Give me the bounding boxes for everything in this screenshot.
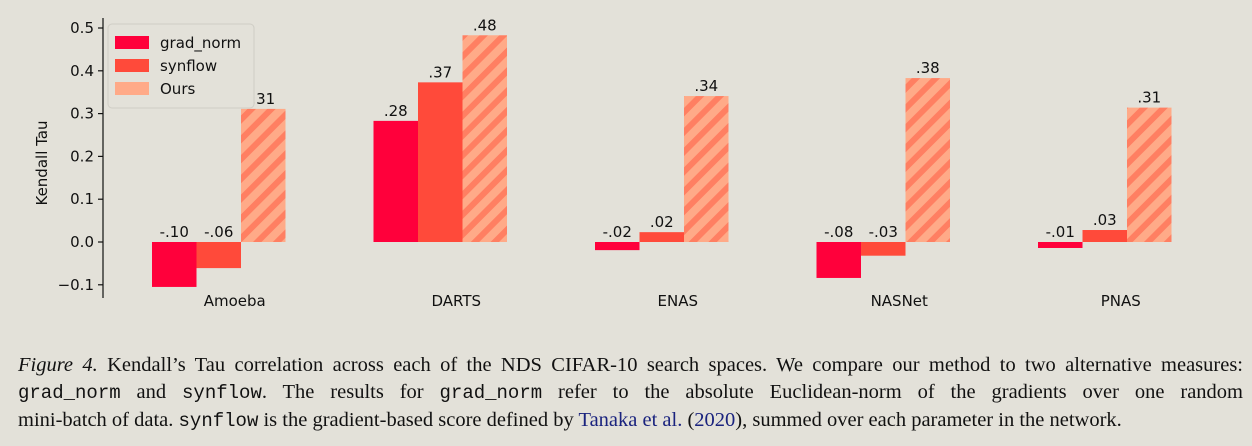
- figure-caption: Figure 4. Kendall’s Tau correlation acro…: [18, 352, 1243, 435]
- legend-label-ours: Ours: [160, 80, 195, 98]
- bar-synflow-enas: [639, 232, 684, 242]
- category-label-amoeba: Amoeba: [204, 292, 266, 310]
- bar-label-grad-norm-enas: -.02: [603, 223, 632, 241]
- code-grad-norm-2: grad_norm: [439, 382, 543, 404]
- y-tick-label: 0.4: [70, 62, 94, 80]
- bar-grad-norm-amoeba: [152, 242, 197, 287]
- bar-label-ours-nasnet: .38: [916, 59, 940, 77]
- legend-label-grad-norm: grad_norm: [160, 34, 241, 53]
- bar-label-grad-norm-nasnet: -.08: [824, 223, 853, 241]
- caption-text-2b: refer to the absolute Euclidean-norm of …: [542, 381, 1243, 403]
- bar-label-synflow-amoeba: -.06: [204, 223, 233, 241]
- y-tick-label: 0.3: [70, 105, 94, 123]
- bar-label-ours-enas: .34: [694, 77, 718, 95]
- bar-ours-enas: [684, 96, 729, 242]
- bar-grad-norm-pnas: [1038, 242, 1083, 248]
- bar-label-grad-norm-darts: .28: [384, 102, 408, 120]
- legend-swatch-grad-norm: [115, 36, 149, 49]
- bar-grad-norm-darts: [373, 120, 418, 242]
- legend-label-synflow: synflow: [160, 57, 217, 75]
- bar-label-synflow-darts: .37: [428, 63, 452, 81]
- code-synflow: synflow: [182, 382, 262, 404]
- legend-swatch-ours: [115, 82, 149, 95]
- category-label-pnas: PNAS: [1101, 292, 1141, 310]
- caption-line-3: mini-batch of data. synflow is the gradi…: [18, 407, 1243, 435]
- bar-label-ours-pnas: .31: [1137, 89, 1161, 107]
- caption-text-3c: ), summed over each parameter in the net…: [735, 409, 1122, 431]
- bar-synflow-darts: [418, 82, 463, 242]
- figure-label: Figure 4.: [18, 354, 98, 376]
- caption-line-1: Figure 4. Kendall’s Tau correlation acro…: [18, 352, 1243, 379]
- y-tick-label: 0.1: [70, 190, 94, 208]
- bar-label-synflow-pnas: .03: [1093, 211, 1117, 229]
- bar-label-grad-norm-pnas: -.01: [1046, 223, 1075, 241]
- bar-grad-norm-enas: [595, 242, 640, 251]
- y-tick-label: 0.0: [70, 233, 94, 251]
- bar-synflow-amoeba: [196, 242, 241, 269]
- code-grad-norm: grad_norm: [18, 382, 121, 404]
- bar-ours-darts: [462, 35, 507, 242]
- code-synflow-2: synflow: [178, 410, 259, 432]
- bar-label-ours-darts: .48: [473, 16, 497, 34]
- caption-cite-open: (: [682, 409, 695, 431]
- bar-grad-norm-nasnet: [816, 242, 861, 278]
- axes: −0.1 0.0 0.1 0.2 0.3 0.4 0.5 Kendall Tau: [33, 18, 104, 298]
- caption-text-3b: is the gradient-based score defined by: [258, 409, 579, 431]
- category-labels: Amoeba DARTS ENAS NASNet PNAS: [204, 292, 1141, 310]
- caption-line-2: grad_norm and synflow. The results for g…: [18, 379, 1243, 407]
- bar-synflow-nasnet: [861, 242, 906, 256]
- bar-ours-amoeba: [241, 108, 286, 242]
- bar-labels: -.10 -.06 .31 .28 .37 .48 -.02 .02 .34 -.08 -.03 .3…: [160, 16, 1162, 241]
- caption-text-1: Kendall’s Tau correlation across each of…: [97, 354, 1243, 376]
- bar-ours-nasnet: [905, 78, 950, 243]
- citation-author-link[interactable]: Tanaka et al.: [578, 409, 683, 431]
- bar-synflow-pnas: [1082, 230, 1127, 242]
- caption-and: and: [120, 381, 183, 403]
- bars: [152, 35, 1172, 287]
- category-label-darts: DARTS: [431, 292, 481, 310]
- y-tick-label: 0.5: [70, 19, 94, 37]
- y-axis-label: Kendall Tau: [33, 120, 51, 205]
- bar-label-synflow-nasnet: -.03: [869, 223, 898, 241]
- y-tick-label: −0.1: [58, 276, 94, 294]
- category-label-enas: ENAS: [658, 292, 698, 310]
- bar-ours-pnas: [1127, 107, 1172, 242]
- y-tick-label: 0.2: [70, 147, 94, 165]
- category-label-nasnet: NASNet: [871, 292, 928, 310]
- caption-text-2a: . The results for: [261, 381, 440, 403]
- caption-text-3a: mini-batch of data.: [18, 409, 179, 431]
- bar-label-synflow-enas: .02: [650, 213, 674, 231]
- citation-year-link[interactable]: 2020: [694, 409, 736, 431]
- bar-label-grad-norm-amoeba: -.10: [160, 223, 189, 241]
- bar-label-ours-amoeba: .31: [251, 90, 275, 108]
- legend-swatch-synflow: [115, 59, 149, 72]
